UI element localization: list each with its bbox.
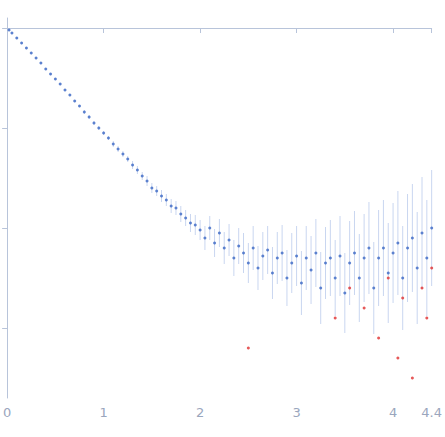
svg-text:2: 2 <box>196 405 204 420</box>
svg-text:1: 1 <box>99 405 107 420</box>
svg-text:3: 3 <box>292 405 300 420</box>
svg-text:0: 0 <box>3 405 11 420</box>
svg-text:4: 4 <box>389 405 397 420</box>
svg-text:4.4: 4.4 <box>421 405 442 420</box>
